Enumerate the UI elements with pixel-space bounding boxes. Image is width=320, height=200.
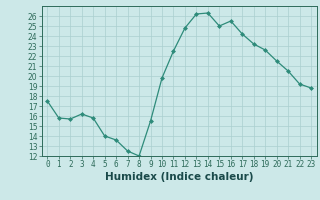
X-axis label: Humidex (Indice chaleur): Humidex (Indice chaleur) (105, 172, 253, 182)
